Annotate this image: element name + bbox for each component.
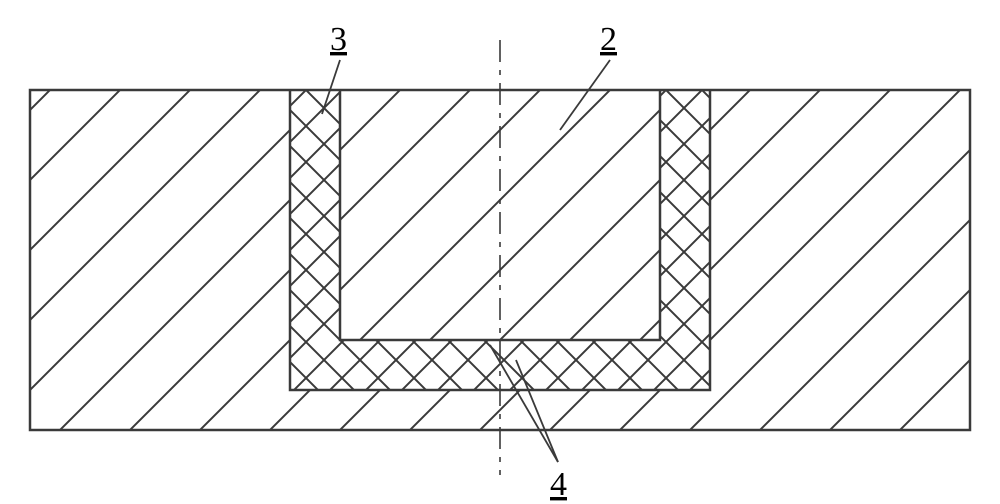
label-2: 2	[600, 21, 617, 58]
label-4: 4	[550, 466, 567, 503]
label-3: 3	[330, 21, 347, 58]
